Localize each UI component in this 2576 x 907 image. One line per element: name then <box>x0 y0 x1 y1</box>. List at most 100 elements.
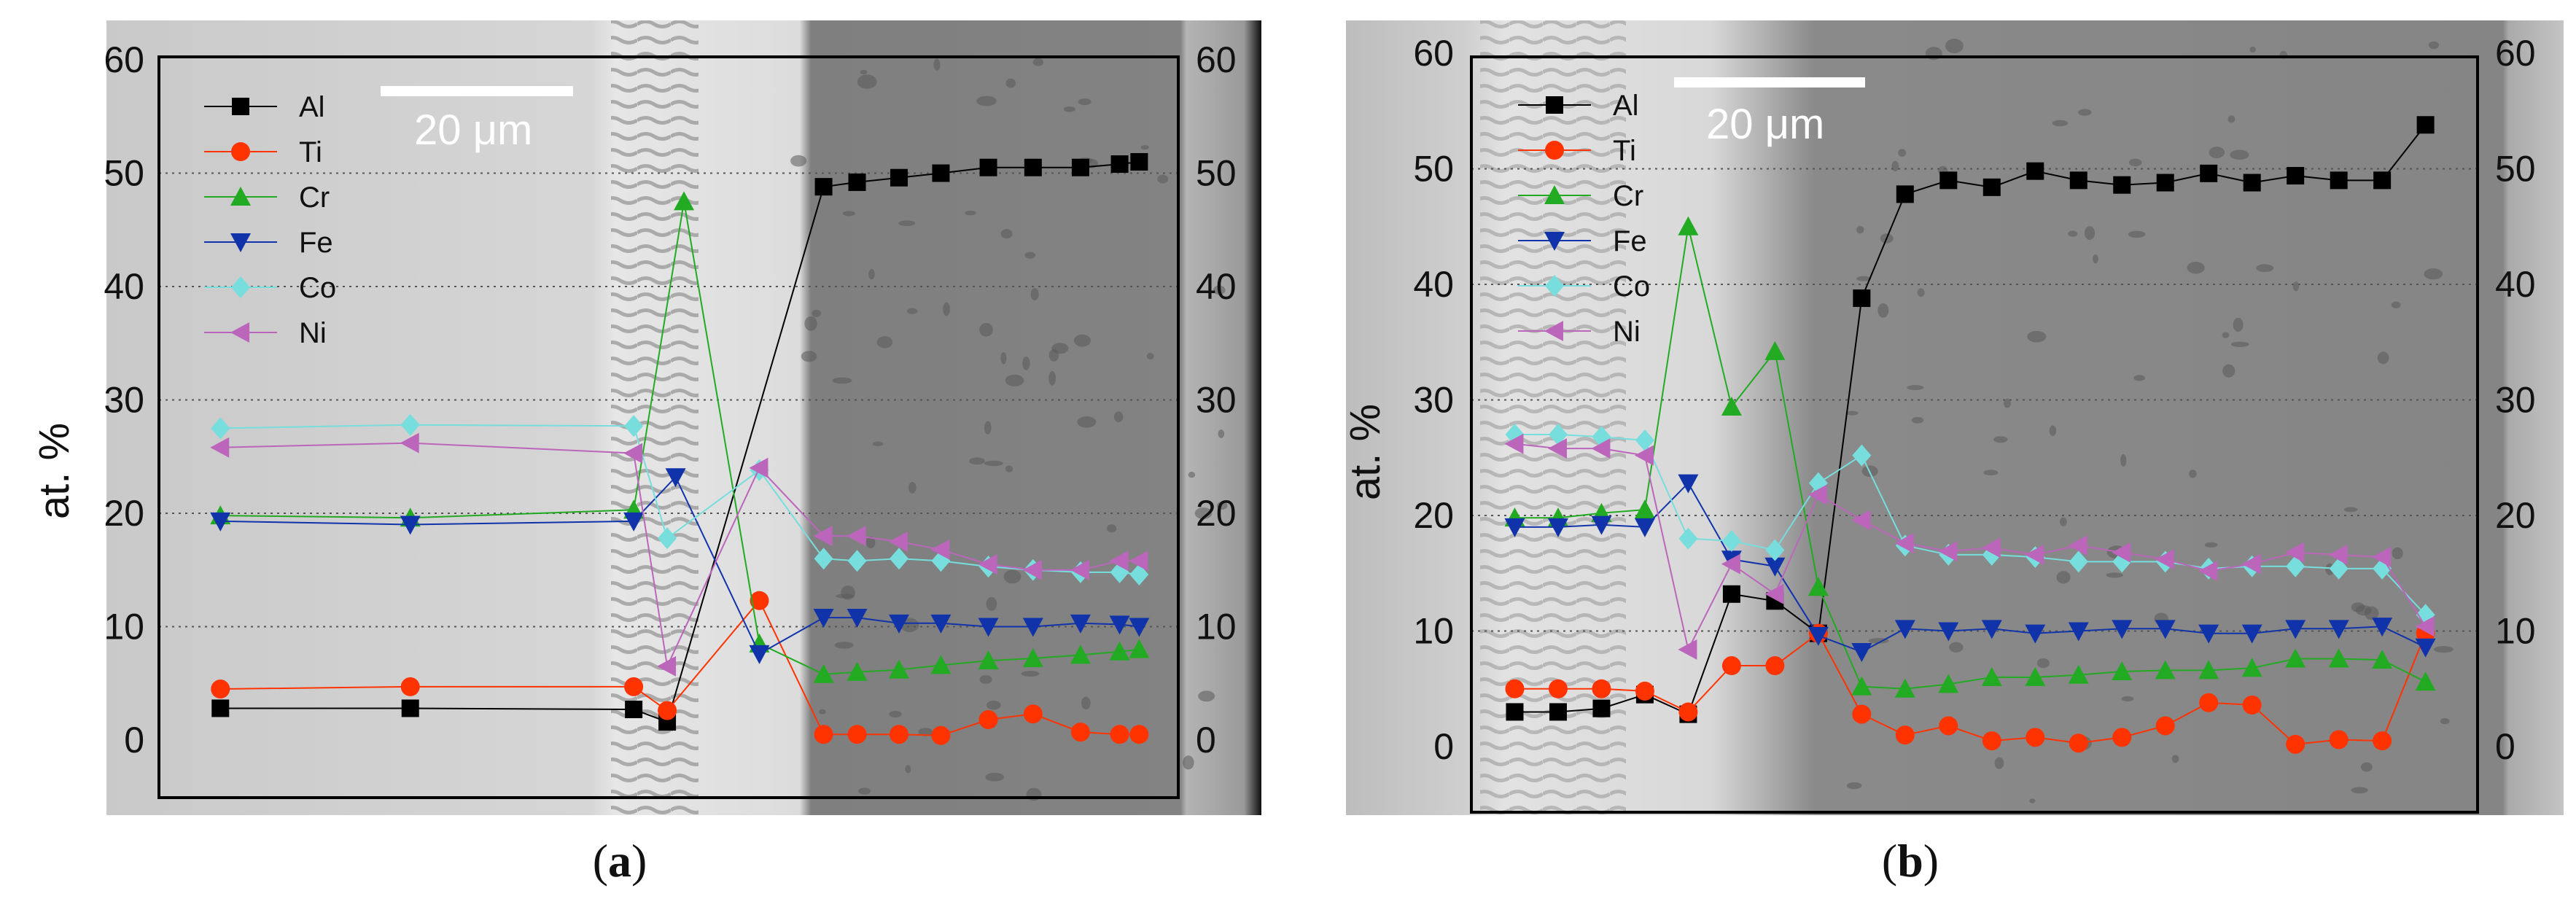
series-al <box>211 152 1148 731</box>
precipitate-speck <box>979 674 992 685</box>
series-line-cr <box>1514 226 2427 690</box>
data-point-co <box>400 413 420 436</box>
data-point-ni <box>623 443 643 464</box>
data-point-cr <box>1981 666 2002 686</box>
y-tick-label-left: 60 <box>1413 33 1454 74</box>
data-point-al <box>1506 703 1524 721</box>
data-point-cr <box>2198 660 2219 680</box>
data-point-co <box>1129 563 1149 585</box>
y-tick-label-right: 30 <box>1196 380 1237 421</box>
precipitate-speck <box>1073 334 1091 347</box>
data-point-fe <box>1504 518 1525 537</box>
data-point-ti <box>1895 725 1915 745</box>
data-point-fe <box>978 618 999 637</box>
precipitate-speck <box>2004 398 2011 408</box>
legend-marker-ti <box>231 142 250 161</box>
data-point-fe <box>1634 518 1655 537</box>
scale-bar <box>1674 77 1865 87</box>
data-point-fe <box>2112 620 2133 639</box>
precipitate-speck <box>1891 160 1899 172</box>
precipitate-speck <box>2049 425 2057 436</box>
legend-label: Al <box>1613 90 1639 122</box>
legend-marker-co <box>231 276 250 298</box>
data-point-ni <box>2415 616 2435 637</box>
data-point-al <box>2287 167 2305 185</box>
data-point-fe <box>2155 620 2176 639</box>
precipitate-speck <box>908 481 917 494</box>
precipitate-speck <box>987 700 1001 710</box>
precipitate-speck <box>1005 78 1016 88</box>
legend-marker-fe <box>1544 232 1565 251</box>
legend-marker-ni <box>230 322 249 343</box>
legend-item-ti: Ti <box>204 136 322 168</box>
legend-label: Cr <box>1613 180 1643 212</box>
legend-label: Ti <box>1613 135 1636 167</box>
series-fe <box>1504 474 2436 663</box>
data-point-co <box>1765 539 1785 561</box>
precipitate-speck <box>2233 317 2244 332</box>
legend-item-fe: Fe <box>204 227 333 259</box>
data-point-cr <box>2068 664 2089 684</box>
panel-caption: (b) <box>1882 835 1939 887</box>
data-point-co <box>2286 555 2305 577</box>
legend-marker-co <box>1545 275 1564 297</box>
data-point-ni <box>2241 553 2261 575</box>
data-point-cr <box>2285 648 2306 668</box>
data-point-fe <box>1981 620 2002 639</box>
data-point-al <box>890 168 908 187</box>
precipitate-speck <box>1898 149 1907 157</box>
data-point-fe <box>1851 643 1872 663</box>
precipitate-speck <box>985 772 1005 782</box>
data-point-al <box>848 173 866 191</box>
precipitate-speck <box>1063 106 1075 112</box>
precipitate-speck <box>1113 411 1124 423</box>
data-point-cr <box>1938 674 1959 693</box>
precipitate-speck <box>2391 301 2401 308</box>
precipitate-speck <box>819 709 826 715</box>
legend-label: Ti <box>299 136 322 168</box>
precipitate-speck <box>2351 787 2368 794</box>
data-point-fe <box>2025 624 2046 644</box>
precipitate-speck <box>842 211 855 217</box>
data-point-ti <box>1110 725 1129 744</box>
legend-label: Co <box>299 272 336 304</box>
data-point-fe <box>1070 614 1091 634</box>
data-point-ti <box>211 680 230 699</box>
y-tick-label-right: 60 <box>1196 39 1237 80</box>
data-point-al <box>1071 158 1089 176</box>
panel-caption: (a) <box>593 835 647 887</box>
precipitate-speck <box>984 460 1003 467</box>
data-point-al <box>2416 116 2435 134</box>
precipitate-speck <box>2029 798 2036 803</box>
legend-item-cr: Cr <box>1518 180 1643 212</box>
precipitate-speck <box>858 787 871 795</box>
legend-label: Cr <box>299 182 330 214</box>
precipitate-speck <box>943 302 950 316</box>
data-point-cr <box>1634 499 1655 519</box>
precipitate-speck <box>2230 341 2249 347</box>
y-tick-label-right: 30 <box>2495 380 2536 421</box>
precipitate-speck <box>1078 98 1092 106</box>
legend-marker-cr <box>1544 185 1565 204</box>
scale-bar <box>381 86 573 96</box>
data-point-ti <box>1721 656 1741 676</box>
data-point-cr <box>2025 666 2046 686</box>
y-tick-label-left: 20 <box>1413 495 1454 536</box>
caption-close: ) <box>1923 835 1939 887</box>
precipitate-speck <box>918 728 933 736</box>
precipitate-speck <box>1005 465 1013 472</box>
precipitate-speck <box>1051 343 1069 354</box>
precipitate-speck <box>1024 252 1036 259</box>
data-point-ni <box>1129 550 1148 572</box>
precipitate-speck <box>1845 410 1859 416</box>
data-point-fe <box>847 609 868 628</box>
data-point-ti <box>978 710 998 730</box>
y-ticks: 0 0 10 10 20 20 30 30 40 40 50 50 60 60 <box>1413 33 2535 767</box>
precipitate-speck <box>1917 288 1925 297</box>
data-point-cr <box>1808 577 1829 596</box>
data-point-ti <box>1765 656 1785 676</box>
precipitate-speck <box>804 316 817 331</box>
precipitate-speck <box>2292 281 2300 292</box>
